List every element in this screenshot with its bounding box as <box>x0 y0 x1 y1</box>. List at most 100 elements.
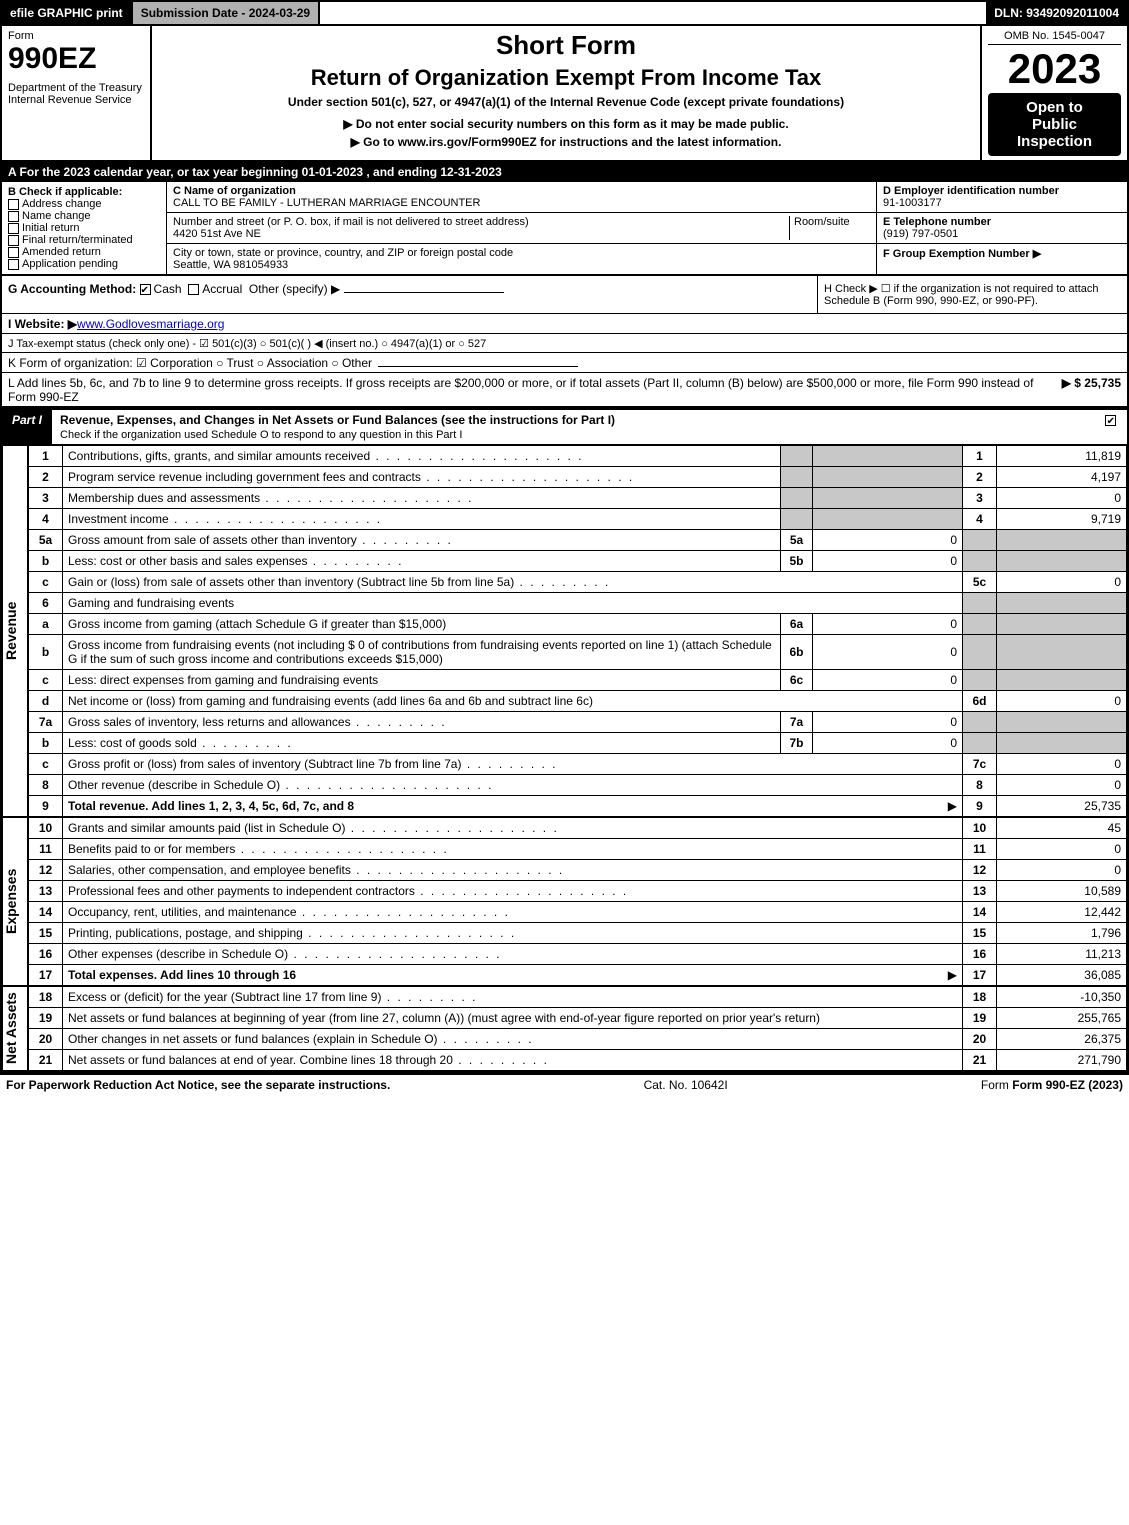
l-text: L Add lines 5b, 6c, and 7b to line 9 to … <box>8 376 1054 404</box>
page-footer: For Paperwork Reduction Act Notice, see … <box>0 1073 1129 1095</box>
total-revenue-label: Total revenue. Add lines 1, 2, 3, 4, 5c,… <box>68 799 354 813</box>
table-row: bLess: cost of goods sold7b0 <box>29 733 1127 754</box>
c-label: C Name of organization <box>173 185 296 197</box>
b-item-1: Name change <box>22 210 91 222</box>
checkbox-schedule-o[interactable] <box>1105 415 1116 426</box>
table-row: 13Professional fees and other payments t… <box>29 881 1127 902</box>
g-label: G Accounting Method: <box>8 282 136 296</box>
table-row: cLess: direct expenses from gaming and f… <box>29 670 1127 691</box>
goto-link[interactable]: ▶ Go to www.irs.gov/Form990EZ for instru… <box>158 135 974 149</box>
b-item-0: Address change <box>22 198 102 210</box>
checkbox-address-change[interactable] <box>8 199 19 210</box>
b-item-5: Application pending <box>22 258 118 270</box>
b-item-4: Amended return <box>22 246 101 258</box>
netassets-side-label: Net Assets <box>2 986 28 1071</box>
section-a-bar: A For the 2023 calendar year, or tax yea… <box>2 162 1127 182</box>
org-name: CALL TO BE FAMILY - LUTHERAN MARRIAGE EN… <box>173 197 480 209</box>
table-row: 15Printing, publications, postage, and s… <box>29 923 1127 944</box>
form-header: Form 990EZ Department of the Treasury In… <box>2 26 1127 162</box>
dept-line-1: Department of the Treasury <box>8 82 144 94</box>
ein-value: 91-1003177 <box>883 197 942 209</box>
open-line-2: Public <box>992 116 1117 133</box>
part-1-tab: Part I <box>2 410 52 444</box>
section-b: B Check if applicable: Address change Na… <box>2 182 167 274</box>
table-row: 2Program service revenue including gover… <box>29 467 1127 488</box>
table-row: 5aGross amount from sale of assets other… <box>29 530 1127 551</box>
checkbox-name-change[interactable] <box>8 211 19 222</box>
j-label: J Tax-exempt status (check only one) - ☑… <box>8 337 486 350</box>
table-row: bGross income from fundraising events (n… <box>29 635 1127 670</box>
table-row: 14Occupancy, rent, utilities, and mainte… <box>29 902 1127 923</box>
submission-date: Submission Date - 2024-03-29 <box>133 2 320 24</box>
table-row: 6Gaming and fundraising events <box>29 593 1127 614</box>
total-expenses-label: Total expenses. Add lines 10 through 16 <box>68 968 296 982</box>
table-row: 21Net assets or fund balances at end of … <box>29 1050 1127 1071</box>
b-label: B Check if applicable: <box>8 186 160 198</box>
form-ref: Form Form 990-EZ (2023) <box>981 1078 1123 1092</box>
b-item-3: Final return/terminated <box>22 234 133 246</box>
form-number: 990EZ <box>8 42 144 76</box>
revenue-section: Revenue 1Contributions, gifts, grants, a… <box>2 445 1127 817</box>
expenses-table: 10Grants and similar amounts paid (list … <box>28 817 1127 986</box>
checkbox-amended-return[interactable] <box>8 247 19 258</box>
table-row: 11Benefits paid to or for members110 <box>29 839 1127 860</box>
checkbox-cash[interactable] <box>140 284 151 295</box>
i-label: I Website: ▶ <box>8 317 77 331</box>
phone-value: (919) 797-0501 <box>883 228 958 240</box>
table-row: cGross profit or (loss) from sales of in… <box>29 754 1127 775</box>
table-row: 12Salaries, other compensation, and empl… <box>29 860 1127 881</box>
table-row: cGain or (loss) from sale of assets othe… <box>29 572 1127 593</box>
f-label: F Group Exemption Number ▶ <box>883 248 1041 260</box>
street-value: 4420 51st Ave NE <box>173 228 261 240</box>
table-row: 10Grants and similar amounts paid (list … <box>29 818 1127 839</box>
form-container: efile GRAPHIC print Submission Date - 20… <box>0 0 1129 1073</box>
catalog-number: Cat. No. 10642I <box>644 1078 728 1092</box>
room-label: Room/suite <box>794 216 850 228</box>
table-row: 16Other expenses (describe in Schedule O… <box>29 944 1127 965</box>
table-row: 3Membership dues and assessments30 <box>29 488 1127 509</box>
org-info-grid: B Check if applicable: Address change Na… <box>2 182 1127 276</box>
omb-number: OMB No. 1545-0047 <box>988 30 1121 45</box>
ssn-warning: ▶ Do not enter social security numbers o… <box>158 117 974 131</box>
return-title: Return of Organization Exempt From Incom… <box>158 65 974 91</box>
paperwork-notice: For Paperwork Reduction Act Notice, see … <box>6 1078 390 1092</box>
table-row: 18Excess or (deficit) for the year (Subt… <box>29 987 1127 1008</box>
table-row: bLess: cost or other basis and sales exp… <box>29 551 1127 572</box>
open-line-1: Open to <box>992 99 1117 116</box>
table-row: 7aGross sales of inventory, less returns… <box>29 712 1127 733</box>
subtitle: Under section 501(c), 527, or 4947(a)(1)… <box>158 95 974 109</box>
table-row: 17Total expenses. Add lines 10 through 1… <box>29 965 1127 986</box>
table-row: 20Other changes in net assets or fund ba… <box>29 1029 1127 1050</box>
arrow-icon: ▶ <box>948 799 957 813</box>
website-link[interactable]: www.Godlovesmarriage.org <box>77 317 224 331</box>
open-line-3: Inspection <box>992 133 1117 150</box>
table-row: 4Investment income49,719 <box>29 509 1127 530</box>
netassets-table: 18Excess or (deficit) for the year (Subt… <box>28 986 1127 1071</box>
checkbox-application-pending[interactable] <box>8 259 19 270</box>
table-row: 9Total revenue. Add lines 1, 2, 3, 4, 5c… <box>29 796 1127 817</box>
revenue-table: 1Contributions, gifts, grants, and simil… <box>28 445 1127 817</box>
street-label: Number and street (or P. O. box, if mail… <box>173 216 529 228</box>
table-row: dNet income or (loss) from gaming and fu… <box>29 691 1127 712</box>
city-label: City or town, state or province, country… <box>173 247 513 259</box>
checkbox-final-return[interactable] <box>8 235 19 246</box>
table-row: aGross income from gaming (attach Schedu… <box>29 614 1127 635</box>
checkbox-initial-return[interactable] <box>8 223 19 234</box>
section-def: D Employer identification number 91-1003… <box>877 182 1127 274</box>
table-row: 8Other revenue (describe in Schedule O)8… <box>29 775 1127 796</box>
b-item-2: Initial return <box>22 222 79 234</box>
section-c: C Name of organization CALL TO BE FAMILY… <box>167 182 877 274</box>
g-cash: Cash <box>154 282 182 296</box>
checkbox-accrual[interactable] <box>188 284 199 295</box>
k-label: K Form of organization: ☑ Corporation ○ … <box>8 356 372 370</box>
arrow-icon: ▶ <box>948 968 957 982</box>
dept-line-2: Internal Revenue Service <box>8 94 144 106</box>
part-1-header: Part I Revenue, Expenses, and Changes in… <box>2 408 1127 445</box>
part-1-title: Revenue, Expenses, and Changes in Net As… <box>60 413 615 427</box>
city-value: Seattle, WA 981054933 <box>173 259 288 271</box>
form-word: Form <box>8 30 144 42</box>
open-to-public: Open to Public Inspection <box>988 93 1121 156</box>
short-form-title: Short Form <box>158 30 974 61</box>
topbar: efile GRAPHIC print Submission Date - 20… <box>2 2 1127 26</box>
efile-print-button[interactable]: efile GRAPHIC print <box>2 2 133 24</box>
